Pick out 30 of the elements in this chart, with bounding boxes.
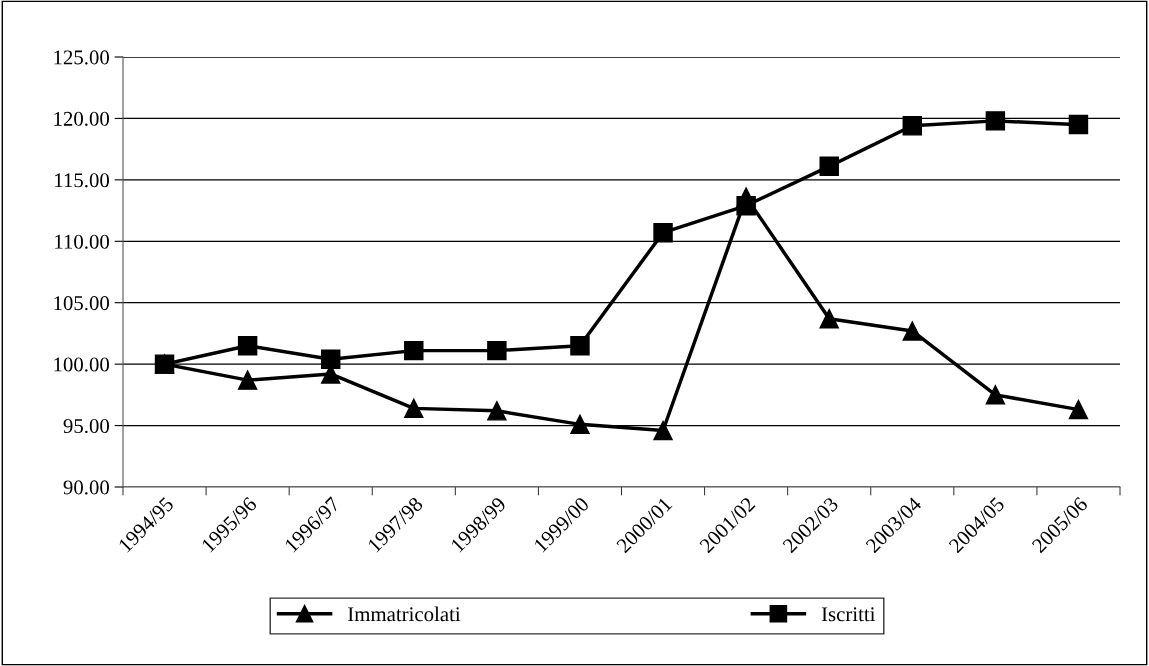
point (487, 340, 507, 361)
point (404, 398, 424, 419)
point (320, 349, 341, 369)
point (570, 335, 590, 356)
y-tick-label: 125.00 (54, 50, 110, 65)
y-tick-label: 120.00 (54, 111, 110, 126)
y-tick-label: 110.00 (55, 234, 110, 249)
legend-label: Iscritti (821, 607, 876, 622)
y-tick-label: 115.00 (55, 173, 110, 188)
y-tick-label: 95.00 (63, 418, 110, 434)
point (570, 414, 590, 435)
point (1068, 399, 1089, 420)
point (653, 222, 673, 243)
point (1068, 114, 1089, 135)
point (819, 156, 839, 177)
y-tick-label: 100.00 (54, 357, 110, 372)
point (985, 385, 1006, 405)
point (985, 111, 1006, 131)
point (902, 321, 923, 341)
point (736, 195, 756, 216)
point (819, 308, 839, 329)
point (902, 116, 923, 136)
y-tick-label: 105.00 (54, 296, 110, 311)
point (653, 420, 673, 441)
legend-label: Immatricolati (348, 606, 461, 622)
point (404, 340, 424, 361)
y-tick-label: 90.00 (63, 480, 110, 495)
point (237, 370, 258, 390)
point (487, 401, 507, 421)
point (237, 335, 258, 356)
